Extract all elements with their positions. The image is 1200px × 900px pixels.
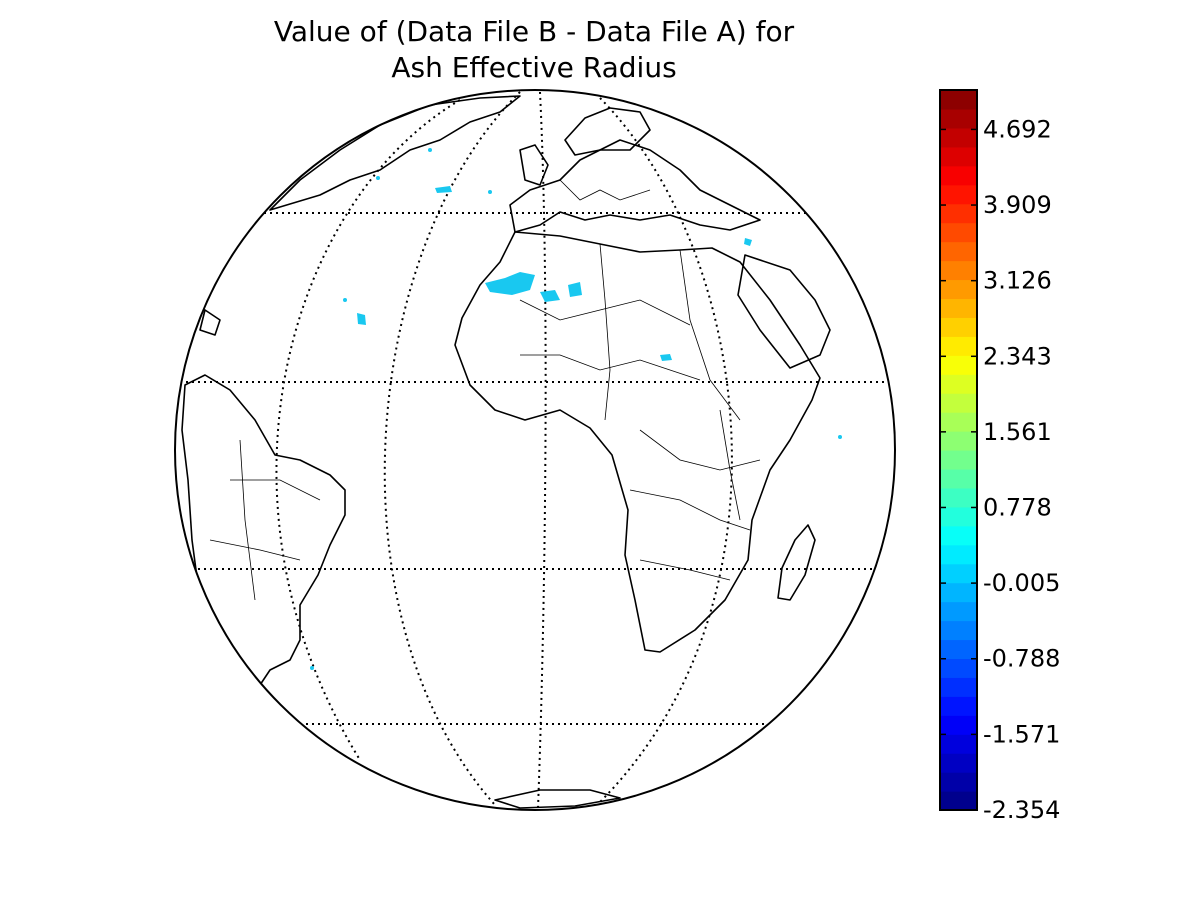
colorbar-band <box>940 146 977 167</box>
ash-difference-patches <box>310 148 842 670</box>
colorbar-band <box>940 468 977 489</box>
colorbar-band <box>940 601 977 622</box>
colorbar-band <box>940 431 977 451</box>
meridian-line <box>275 99 461 761</box>
ash-patch <box>357 313 366 325</box>
colorbar-band <box>940 582 977 603</box>
greenland-outline <box>269 95 521 211</box>
colorbar-band <box>940 260 977 281</box>
border-line <box>679 249 741 421</box>
colorbar-frame <box>939 89 978 811</box>
africa-outline <box>454 231 821 653</box>
colorbar-band <box>940 127 977 148</box>
colorbar-band <box>940 658 977 678</box>
caribbean-outline <box>199 309 221 336</box>
madagascar-outline <box>777 524 816 601</box>
colorbar-band <box>940 165 977 186</box>
colorbar-band <box>940 374 977 394</box>
graticule <box>175 91 895 809</box>
country-borders <box>209 179 761 601</box>
border-line <box>559 179 651 201</box>
ash-patch <box>310 666 314 670</box>
ash-patch <box>568 282 582 297</box>
ash-patch <box>435 186 452 193</box>
colorbar-band <box>940 753 977 773</box>
ash-patch <box>838 435 842 439</box>
colorbar-band <box>940 203 977 224</box>
colorbar-tick-label: 1.561 <box>983 418 1052 446</box>
border-line <box>209 539 301 561</box>
colorbar-band <box>940 544 977 565</box>
colorbar-band <box>940 772 977 792</box>
colorbar-band <box>940 90 977 110</box>
ash-patch <box>485 272 535 295</box>
meridian-line <box>599 97 733 803</box>
colorbar-band <box>940 639 977 660</box>
border-line <box>629 489 751 531</box>
colorbar-band <box>940 298 977 318</box>
border-line <box>719 409 741 521</box>
coastlines <box>181 95 831 809</box>
colorbar-band <box>940 715 977 735</box>
colorbar-tick-label: 0.778 <box>983 493 1052 521</box>
ash-patch <box>376 176 380 180</box>
colorbar-band <box>940 412 977 432</box>
colorbar-band <box>940 791 977 811</box>
colorbar-band <box>940 279 977 300</box>
ash-patch <box>660 354 672 361</box>
map-title-line-2: Ash Effective Radius <box>391 51 677 84</box>
globe-outline <box>174 89 896 811</box>
colorbar-tick-label: 2.343 <box>983 342 1052 370</box>
ash-patch <box>744 238 752 246</box>
colorbar-band <box>940 525 977 546</box>
meridian-line <box>383 91 521 806</box>
colorbar-tick-label: 3.909 <box>983 191 1052 219</box>
colorbar-tick-label: 3.126 <box>983 267 1052 295</box>
border-line <box>639 429 761 471</box>
arabia-outline <box>737 254 831 369</box>
colorbar-band <box>940 241 977 262</box>
ash-patch <box>428 148 432 152</box>
ash-patch <box>343 298 347 302</box>
colorbar-tick-label: 4.692 <box>983 115 1052 143</box>
colorbar-band <box>940 108 977 129</box>
colorbar-band <box>940 450 977 470</box>
europe-outline <box>509 139 761 233</box>
colorbar-band <box>940 393 977 413</box>
colorbar-band <box>940 734 977 754</box>
border-line <box>520 354 701 381</box>
border-line <box>599 243 611 421</box>
colorbar-band <box>940 487 977 508</box>
colorbar-band <box>940 506 977 527</box>
colorbar-band <box>940 222 977 243</box>
colorbar-tick-label: -0.005 <box>983 569 1060 597</box>
colorbar-band <box>940 696 977 716</box>
colorbar-band <box>940 620 977 641</box>
colorbar-gradient <box>940 90 977 811</box>
border-line <box>519 299 691 326</box>
globe-interior <box>175 91 895 809</box>
border-line <box>639 559 731 581</box>
border-line <box>239 439 256 601</box>
scandinavia-outline <box>564 107 651 156</box>
ash-patch <box>540 290 560 302</box>
colorbar-band <box>940 184 977 205</box>
british-isles-outline <box>519 144 549 186</box>
map-title-line-1: Value of (Data File B - Data File A) for <box>273 15 795 48</box>
colorbar-ticks: 4.692 3.909 3.126 2.343 1.561 0.778 -0.005 -0.7… <box>940 115 1060 824</box>
colorbar-band <box>940 317 977 337</box>
ash-patch <box>488 190 492 194</box>
colorbar-tick-label: -2.354 <box>983 796 1060 824</box>
colorbar-band <box>940 677 977 697</box>
border-line <box>230 479 321 501</box>
colorbar-tick-label: -1.571 <box>983 720 1060 748</box>
colorbar-tick-label: -0.788 <box>983 645 1060 673</box>
colorbar-band <box>940 563 977 584</box>
colorbar-band <box>940 336 977 356</box>
antarctica-outline <box>494 789 621 809</box>
colorbar-band <box>940 355 977 375</box>
map-title: Value of (Data File B - Data File A) for… <box>134 14 934 86</box>
